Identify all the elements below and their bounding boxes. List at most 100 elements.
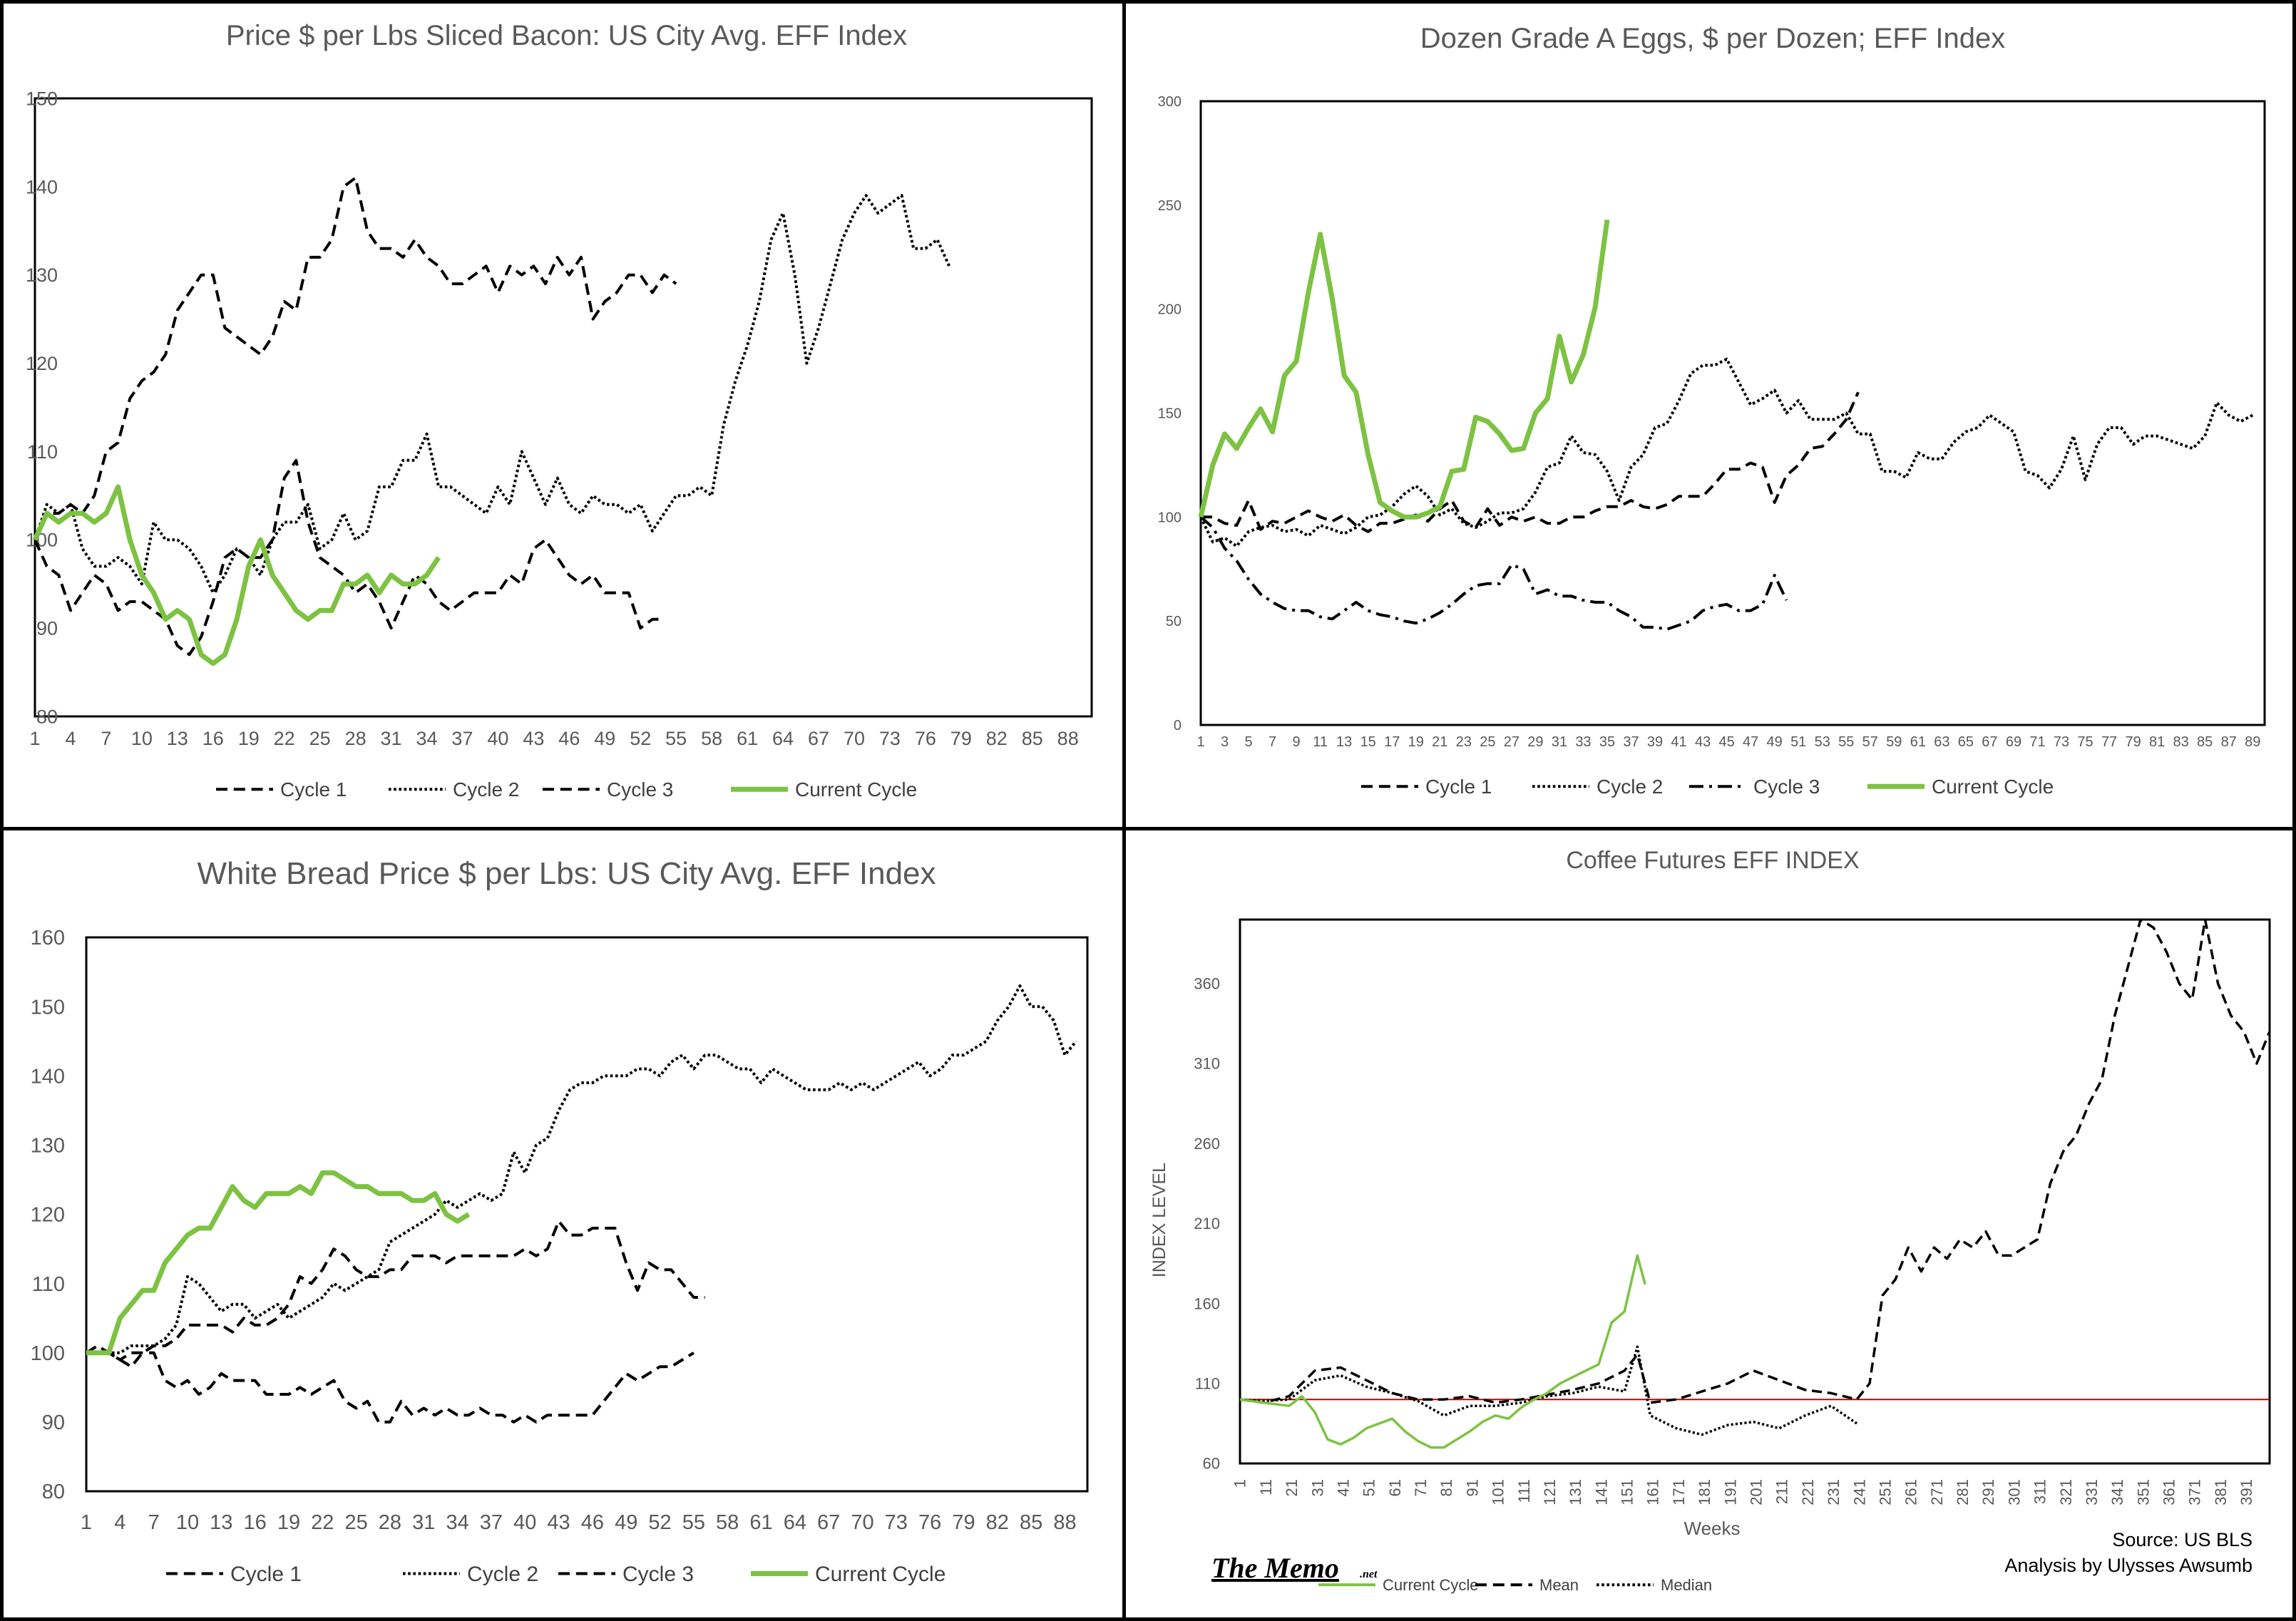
x-tick-label: 91 <box>1463 1479 1481 1496</box>
x-tick-label: 71 <box>1412 1479 1430 1496</box>
eggs-chart-svg: Dozen Grade A Eggs, $ per Dozen; EFF Ind… <box>1158 23 2266 798</box>
x-tick-label: 361 <box>2161 1479 2178 1506</box>
x-tick-label: 46 <box>558 728 580 749</box>
eggs-series-current-cycle <box>1198 219 1610 520</box>
x-tick-label: 23 <box>1456 734 1472 750</box>
x-tick-label: 29 <box>1527 734 1543 750</box>
y-tick-label: 360 <box>1194 974 1220 992</box>
x-tick-label: 57 <box>1862 734 1878 750</box>
x-tick-label: 51 <box>1360 1479 1378 1496</box>
x-tick-label: 7 <box>148 1511 160 1534</box>
x-tick-label: 151 <box>1619 1479 1636 1506</box>
coffee-x-axis-label: Weeks <box>1684 1518 1741 1539</box>
legend-label-cycle-1: Cycle 1 <box>230 1563 302 1586</box>
x-tick-label: 76 <box>915 728 936 749</box>
x-tick-label: 76 <box>918 1511 941 1534</box>
x-tick-label: 16 <box>203 728 224 749</box>
x-tick-label: 11 <box>1257 1479 1275 1496</box>
x-tick-label: 52 <box>648 1511 671 1534</box>
x-tick-label: 82 <box>986 1511 1009 1534</box>
x-tick-label: 171 <box>1670 1479 1688 1506</box>
x-tick-label: 65 <box>1958 734 1974 750</box>
y-tick-label: 50 <box>1166 614 1182 629</box>
source-note: Source: US BLS <box>2112 1529 2253 1550</box>
x-tick-label: 25 <box>344 1511 367 1534</box>
x-tick-label: 351 <box>2134 1479 2152 1506</box>
x-tick-label: 82 <box>986 728 1008 749</box>
x-tick-label: 13 <box>210 1511 232 1534</box>
x-tick-label: 19 <box>277 1511 300 1534</box>
x-tick-label: 61 <box>737 728 758 749</box>
x-tick-label: 49 <box>1767 734 1783 750</box>
x-tick-label: 61 <box>749 1511 772 1534</box>
y-tick-label: 80 <box>42 1481 65 1503</box>
legend-label-cycle-1: Cycle 1 <box>280 778 347 801</box>
legend-label-cycle-3: Cycle 3 <box>607 778 673 801</box>
x-tick-label: 391 <box>2238 1479 2255 1506</box>
y-tick-label: 260 <box>1194 1135 1220 1153</box>
the-memo-logo-suffix: .net <box>1360 1568 1378 1580</box>
x-tick-label: 73 <box>2054 734 2069 750</box>
x-tick-label: 22 <box>274 728 295 749</box>
coffee-plot-area <box>1239 918 2271 1465</box>
x-tick-label: 67 <box>817 1511 840 1534</box>
x-tick-label: 25 <box>309 728 331 749</box>
x-tick-label: 7 <box>1269 734 1276 750</box>
x-tick-label: 67 <box>808 728 829 749</box>
bacon-series-cycle-2 <box>34 194 951 595</box>
y-tick-label: 130 <box>26 264 58 286</box>
eggs-plot-area <box>1199 100 2266 726</box>
x-tick-label: 34 <box>446 1511 468 1534</box>
legend-label-cycle-1: Cycle 1 <box>1425 776 1492 798</box>
y-tick-label: 310 <box>1194 1055 1220 1073</box>
x-tick-label: 35 <box>1599 734 1615 750</box>
x-tick-label: 10 <box>176 1511 199 1534</box>
x-tick-label: 43 <box>547 1511 570 1534</box>
x-tick-label: 81 <box>2149 734 2165 750</box>
y-tick-label: 120 <box>31 1204 65 1227</box>
x-tick-label: 37 <box>480 1511 503 1534</box>
x-tick-label: 31 <box>412 1511 435 1534</box>
y-tick-label: 120 <box>26 353 58 374</box>
eggs-series-cycle-2 <box>1199 357 2254 548</box>
x-tick-label: 89 <box>2245 734 2260 750</box>
eggs-series-cycle-3 <box>1199 515 1788 631</box>
bacon-series-cycle-1 <box>34 176 677 541</box>
coffee-chart-svg: Coffee Futures EFF INDEX 60 110 160 210 260 31… <box>1149 847 2271 1594</box>
x-tick-label: 181 <box>1696 1479 1713 1506</box>
x-tick-label: 1 <box>1231 1479 1249 1488</box>
y-tick-label: 110 <box>32 1273 65 1296</box>
x-tick-label: 51 <box>1790 734 1806 750</box>
y-tick-label: 160 <box>31 927 65 950</box>
x-tick-label: 31 <box>1308 1479 1326 1496</box>
x-tick-label: 37 <box>451 728 473 749</box>
y-tick-label: 110 <box>27 441 58 463</box>
x-tick-label: 25 <box>1480 734 1495 750</box>
x-tick-label: 63 <box>1934 734 1949 750</box>
coffee-chart-title: Coffee Futures EFF INDEX <box>1566 847 1859 874</box>
x-tick-label: 311 <box>2031 1479 2049 1504</box>
x-tick-label: 381 <box>2212 1479 2230 1506</box>
x-tick-label: 46 <box>581 1511 604 1534</box>
bread-plot-area <box>85 936 1089 1493</box>
y-tick-label: 210 <box>1194 1215 1220 1233</box>
eggs-chart-panel: Dozen Grade A Eggs, $ per Dozen; EFF Ind… <box>1122 0 2296 830</box>
bread-series-cycle-3 <box>86 1220 705 1369</box>
x-tick-label: 55 <box>665 728 687 749</box>
x-tick-label: 211 <box>1773 1479 1791 1504</box>
x-tick-label: 221 <box>1799 1479 1817 1506</box>
x-tick-label: 27 <box>1504 734 1519 750</box>
x-tick-label: 161 <box>1644 1479 1662 1506</box>
x-tick-label: 11 <box>1313 734 1328 750</box>
y-tick-label: 150 <box>31 996 65 1019</box>
x-tick-label: 321 <box>2057 1479 2075 1506</box>
x-tick-label: 271 <box>1928 1479 1946 1506</box>
y-tick-label: 140 <box>26 176 58 197</box>
x-tick-label: 43 <box>523 728 544 749</box>
x-tick-label: 21 <box>1283 1479 1301 1496</box>
bacon-series-current-cycle <box>32 484 441 667</box>
legend-label-current-cycle: Current Cycle <box>1383 1576 1478 1594</box>
x-tick-label: 69 <box>2006 734 2021 750</box>
eggs-chart-title: Dozen Grade A Eggs, $ per Dozen; EFF Ind… <box>1420 23 2005 54</box>
x-tick-label: 371 <box>2186 1479 2204 1506</box>
